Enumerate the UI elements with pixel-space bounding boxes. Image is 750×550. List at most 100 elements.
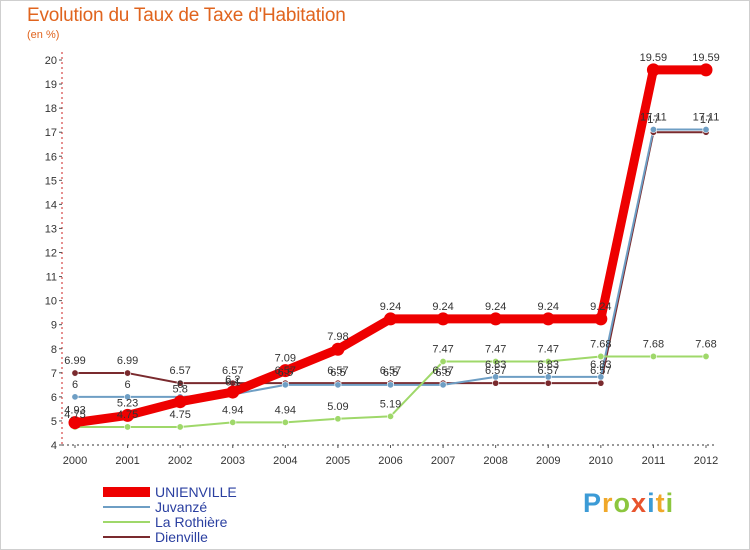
logo-letter: r — [602, 488, 614, 518]
data-point — [124, 423, 132, 431]
y-tick-label: 17 — [45, 127, 57, 139]
data-label: 6.5 — [278, 367, 293, 379]
data-label: 6.57 — [538, 365, 559, 377]
y-tick-label: 5 — [51, 416, 57, 428]
data-label: 17.11 — [640, 112, 667, 124]
data-point — [702, 352, 710, 360]
x-tick-label: 2011 — [642, 455, 666, 467]
data-point — [439, 358, 447, 366]
data-label: 9.24 — [590, 301, 611, 313]
data-point — [229, 418, 237, 426]
data-label: 7.68 — [695, 338, 716, 350]
y-tick-label: 11 — [46, 272, 57, 284]
data-point — [176, 423, 184, 431]
data-label: 7.09 — [275, 353, 296, 365]
data-label: 5.23 — [117, 397, 138, 409]
data-label: 17 — [700, 114, 712, 126]
y-tick-label: 7 — [51, 368, 57, 380]
data-labels: 6.99 6.996.57 6.57 6.57 6.57 6.57 6.57 6.57 6.57… — [64, 52, 719, 421]
data-label: 6.99 — [64, 355, 85, 367]
data-point — [597, 373, 605, 381]
data-point — [331, 342, 345, 356]
logo-letter: t — [655, 488, 666, 518]
data-label: 6.57 — [222, 365, 243, 377]
data-label: 5.19 — [380, 398, 401, 410]
data-label: 7.68 — [590, 338, 611, 350]
data-point — [492, 373, 500, 381]
data-point — [597, 379, 605, 387]
data-label: 7.68 — [643, 338, 664, 350]
data-label: 9.24 — [538, 301, 559, 313]
x-tick-label: 2004 — [273, 455, 297, 467]
data-point — [436, 312, 450, 326]
data-label: 6.57 — [380, 365, 401, 377]
y-tick-label: 16 — [45, 151, 57, 163]
data-point — [278, 364, 292, 378]
data-label: 9.24 — [380, 301, 401, 313]
chart-title: Evolution du Taux de Taxe d'Habitation — [27, 5, 346, 26]
data-label: 6.5 — [330, 367, 345, 379]
data-label: 4.93 — [64, 405, 85, 417]
y-tick-label: 4 — [51, 440, 57, 452]
data-label: 17 — [647, 114, 659, 126]
data-point — [281, 381, 289, 389]
logo-letter: P — [583, 488, 603, 518]
legend-label: La Rothière — [155, 514, 228, 530]
proxiti-logo: Proxiti — [583, 488, 674, 519]
x-tick-label: 2001 — [115, 455, 139, 467]
data-label: 4.94 — [222, 404, 243, 416]
data-point — [649, 126, 657, 134]
x-tick-label: 2006 — [378, 455, 402, 467]
data-label: 4.75 — [64, 409, 85, 421]
data-label: 6.99 — [117, 355, 138, 367]
legend-label: UNIENVILLE — [155, 484, 237, 500]
y-tick-label: 6 — [51, 392, 57, 404]
x-tick-label: 2000 — [63, 455, 87, 467]
data-point — [176, 379, 184, 387]
y-tick-label: 19 — [45, 79, 57, 91]
data-label: 4.94 — [275, 404, 296, 416]
data-label: 6.83 — [485, 359, 506, 371]
logo-letter: o — [613, 488, 632, 518]
data-label: 6.57 — [485, 365, 506, 377]
data-point — [226, 385, 240, 399]
data-point — [334, 381, 342, 389]
data-point — [334, 415, 342, 423]
data-point — [699, 63, 713, 77]
data-label: 6 — [177, 379, 183, 391]
data-label: 6.83 — [538, 359, 559, 371]
data-point — [646, 63, 660, 77]
data-label: 6.57 — [275, 365, 296, 377]
data-point — [541, 312, 555, 326]
data-point — [281, 418, 289, 426]
chart-subtitle: (en %) — [27, 29, 60, 41]
data-point — [702, 126, 710, 134]
data-label: 7.47 — [485, 344, 506, 356]
data-label: 6.1 — [225, 376, 240, 388]
data-label: 6 — [72, 379, 78, 391]
data-point — [544, 379, 552, 387]
data-label: 6.57 — [432, 365, 453, 377]
data-point — [594, 312, 608, 326]
logo-letter: i — [665, 488, 675, 518]
data-point — [384, 312, 397, 326]
data-point — [124, 369, 132, 377]
data-point — [649, 352, 657, 360]
data-point — [544, 373, 552, 381]
data-label: 6.5 — [435, 367, 450, 379]
data-point — [71, 393, 79, 401]
data-label: 7.47 — [432, 344, 453, 356]
data-label: 6.57 — [169, 365, 190, 377]
y-tick-label: 15 — [45, 175, 57, 187]
data-label: 9.24 — [432, 301, 453, 313]
x-tick-label: 2003 — [221, 455, 245, 467]
y-tick-label: 12 — [45, 248, 57, 260]
y-tick-label: 13 — [45, 223, 57, 235]
data-label: 5.09 — [327, 401, 348, 413]
data-label: 19.59 — [692, 52, 720, 64]
data-label: 6.2 — [225, 374, 240, 386]
data-point — [386, 412, 394, 420]
